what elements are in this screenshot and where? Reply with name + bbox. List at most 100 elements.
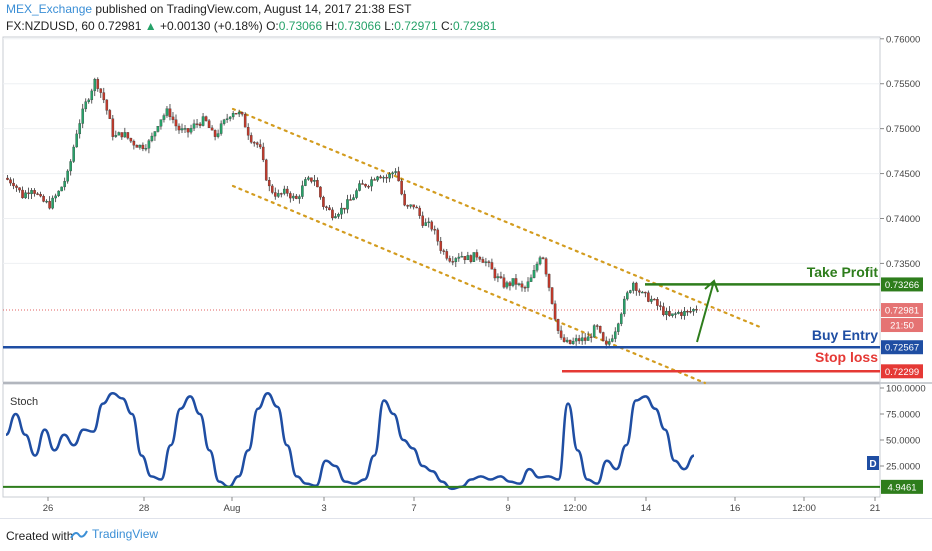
- buy-entry-badge: [881, 340, 923, 355]
- up-arrow-icon: ▲: [144, 19, 157, 33]
- candle-body: [641, 291, 644, 294]
- candle-body: [674, 313, 677, 315]
- candle-body: [231, 113, 235, 118]
- candle-body: [454, 258, 458, 263]
- candle-body: [264, 159, 268, 181]
- candle-body: [81, 108, 85, 124]
- candle-body: [686, 310, 689, 313]
- candle-body: [186, 128, 190, 133]
- time-tick-label: 28: [139, 503, 150, 514]
- candle-body: [12, 182, 15, 187]
- candle-body: [165, 108, 169, 116]
- candle-body: [213, 130, 217, 137]
- candle-body: [201, 116, 205, 126]
- candle-body: [424, 222, 428, 226]
- candle-body: [33, 190, 36, 194]
- candle-body: [415, 206, 418, 209]
- d-tag[interactable]: [867, 456, 879, 470]
- candle-body: [553, 303, 557, 320]
- tradingview-brand[interactable]: TradingView: [70, 527, 158, 541]
- candle-body: [478, 257, 482, 260]
- candle-body: [322, 196, 325, 207]
- candle-body: [647, 292, 650, 302]
- candle-body: [445, 251, 449, 259]
- close-label: C:: [440, 19, 453, 33]
- stoch-tick-label: 50.0000: [886, 436, 920, 447]
- candle-body: [550, 287, 554, 304]
- candle-body: [680, 312, 683, 316]
- candle-body: [349, 199, 352, 201]
- candle-body: [174, 119, 178, 127]
- candle-body: [659, 305, 662, 307]
- stop-loss-badge-text: 0.72299: [885, 367, 919, 378]
- candle-body: [412, 204, 415, 208]
- candle-body: [442, 250, 446, 252]
- take-profit-badge: [881, 277, 923, 292]
- candle-body: [496, 276, 500, 279]
- candle-body: [638, 290, 641, 293]
- candle-body: [255, 142, 259, 145]
- candle-body: [409, 204, 412, 207]
- candle-body: [616, 323, 620, 332]
- candle-body: [403, 193, 406, 206]
- candle-body: [237, 112, 241, 115]
- candle-body: [99, 88, 103, 93]
- candle-body: [108, 110, 112, 119]
- candle-body: [84, 101, 88, 110]
- channel-upper-line[interactable]: [231, 107, 762, 329]
- candle-body: [508, 282, 512, 286]
- candle-body: [144, 148, 148, 150]
- author-link[interactable]: MEX_Exchange: [6, 2, 93, 16]
- candle-body: [66, 170, 69, 182]
- candle-body: [577, 338, 581, 342]
- channel-lower-line[interactable]: [231, 184, 707, 385]
- candle-body: [385, 176, 388, 179]
- candle-body: [54, 195, 57, 199]
- candle-body: [556, 319, 560, 331]
- candle-body: [475, 252, 479, 258]
- candle-body: [493, 269, 497, 279]
- candle-body: [21, 189, 24, 199]
- target-arrow-icon[interactable]: [696, 280, 715, 343]
- tradingview-logo-icon: [70, 530, 88, 539]
- candle-body: [481, 259, 485, 263]
- candle-body: [225, 118, 229, 120]
- candle-body: [538, 257, 542, 265]
- symbol-timeframe[interactable]: FX:NZDUSD, 60: [6, 19, 95, 33]
- candle-body: [472, 252, 476, 262]
- price-tick-label: 0.75500: [886, 79, 920, 90]
- grid: [3, 38, 880, 264]
- last-price-badge-text: 0.72981: [885, 306, 919, 317]
- candle-body: [586, 336, 590, 341]
- candle-body: [258, 144, 262, 148]
- stoch-title[interactable]: Stoch: [10, 396, 38, 408]
- candle-body: [126, 132, 130, 139]
- time-tick-label: 3: [321, 503, 326, 514]
- stoch-axis[interactable]: 100.0000 75.0000 50.0000 25.0000: [880, 384, 926, 473]
- candle-body: [418, 207, 421, 216]
- candle-body: [683, 310, 686, 316]
- candle-body: [270, 185, 274, 193]
- countdown-badge: [881, 318, 923, 333]
- price-axis[interactable]: 0.76000 0.75500 0.75000 0.74500 0.74000 0.735…: [880, 34, 920, 270]
- candle-body: [249, 135, 253, 143]
- take-profit-label: Take Profit: [807, 264, 879, 280]
- candle-body: [520, 283, 524, 288]
- stoch-level-badge: [881, 479, 923, 494]
- time-tick-label: 21: [870, 503, 881, 514]
- candle-body: [162, 115, 166, 120]
- candle-body: [192, 123, 196, 129]
- candles[interactable]: [6, 77, 698, 349]
- price-chart[interactable]: 0.76000 0.75500 0.75000 0.74500 0.74000 0.735…: [0, 0, 932, 518]
- candle-body: [292, 195, 295, 199]
- candle-body: [96, 79, 100, 89]
- candle-body: [568, 339, 572, 345]
- candle-body: [370, 179, 373, 187]
- candle-body: [613, 331, 617, 339]
- time-axis[interactable]: 26 28 Aug 3 7 9 12:00 14 16 12:00 21: [43, 497, 881, 514]
- candle-body: [689, 311, 692, 313]
- stoch-line[interactable]: [5, 391, 695, 491]
- candle-body: [499, 276, 503, 278]
- symbol-header: FX:NZDUSD, 60 0.72981 ▲ +0.00130 (+0.18%…: [6, 19, 496, 33]
- candle-body: [105, 99, 109, 111]
